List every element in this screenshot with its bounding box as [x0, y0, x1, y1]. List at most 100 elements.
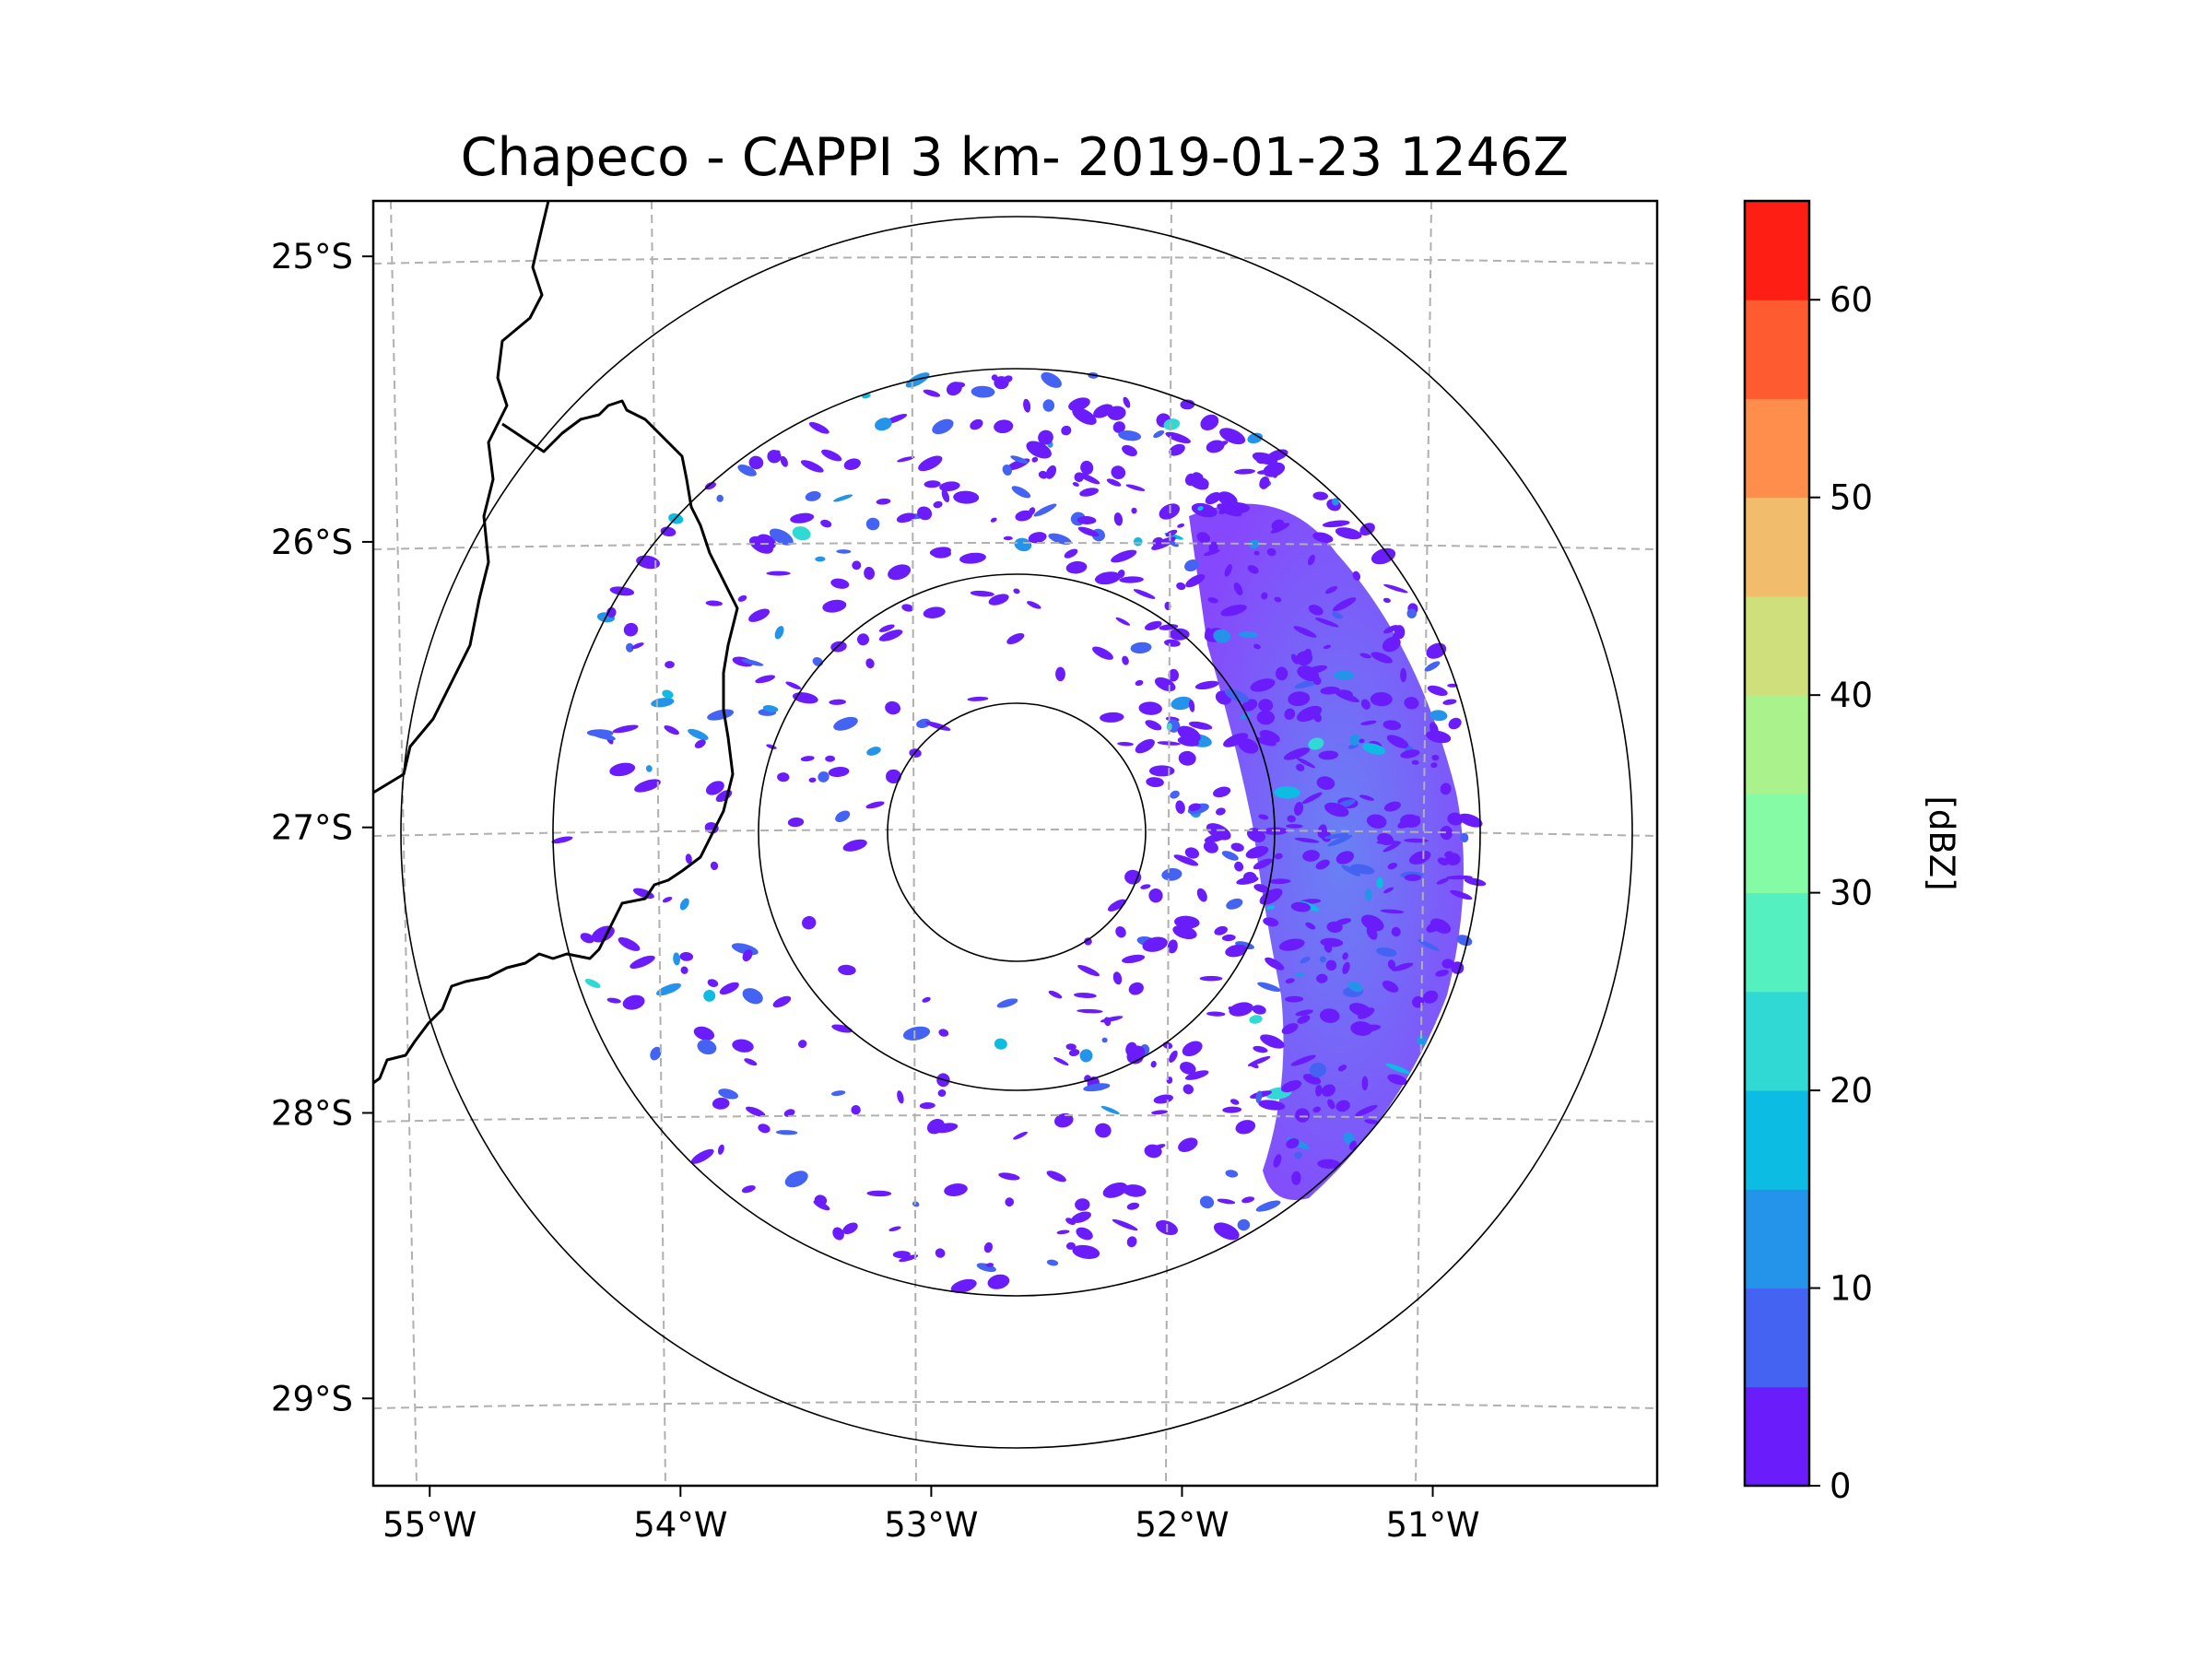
echo-cell: [1033, 503, 1057, 517]
echo-cell: [805, 490, 821, 501]
echo-cell: [1188, 721, 1213, 730]
echo-cell: [1370, 691, 1393, 707]
echo-cell: [1359, 738, 1365, 744]
echo-cell: [1324, 802, 1349, 818]
echo-cell: [1317, 1159, 1341, 1170]
echo-cell: [742, 949, 753, 962]
echo-cell: [1240, 712, 1251, 720]
echo-cell: [629, 955, 655, 969]
echo-cell: [865, 517, 880, 531]
echo-cell: [1126, 1202, 1140, 1210]
echo-cell: [1318, 750, 1339, 760]
echo-cell: [755, 675, 776, 684]
echo-cell: [1252, 452, 1278, 465]
echo-cell: [892, 1251, 911, 1259]
echo-cell: [1387, 959, 1396, 970]
political-borders: [373, 201, 739, 1085]
echo-cell: [1173, 854, 1199, 866]
echo-cell: [785, 681, 802, 690]
echo-cell: [1182, 1084, 1194, 1095]
echo-cell: [994, 376, 1009, 390]
echo-cell: [1189, 477, 1209, 490]
echo-cell: [1296, 763, 1305, 771]
echo-cell: [1072, 482, 1079, 487]
echo-cell: [1382, 597, 1391, 604]
echo-cell: [1042, 399, 1055, 412]
echo-cell: [1445, 853, 1461, 865]
echo-cell: [685, 853, 692, 865]
echo-cell: [772, 995, 792, 1008]
echo-cell: [1234, 468, 1255, 475]
echo-cell: [1275, 666, 1288, 681]
echo-cell: [1426, 922, 1441, 933]
echo-cell: [875, 418, 892, 431]
echo-cell: [1342, 961, 1350, 974]
echo-cell: [1079, 488, 1100, 497]
echo-cell: [1307, 554, 1315, 566]
echo-cell: [673, 952, 681, 966]
echo-cell: [800, 460, 824, 473]
echo-cell: [1350, 1021, 1373, 1036]
echo-cell: [1360, 699, 1371, 710]
echo-cell: [1400, 667, 1407, 683]
echo-cell: [746, 1106, 766, 1117]
echo-cell: [994, 1038, 1007, 1050]
echo-cell: [1100, 1016, 1124, 1023]
echo-cell: [1383, 801, 1401, 812]
echo-cell: [1238, 737, 1259, 754]
echo-cell: [1161, 867, 1182, 881]
echo-cell: [618, 936, 641, 951]
echo-cell: [777, 772, 790, 782]
echo-cell: [1314, 618, 1339, 628]
echo-cell: [1386, 735, 1409, 749]
echo-cell: [1224, 688, 1250, 703]
echo-cell: [1287, 815, 1296, 823]
echo-cell: [1447, 683, 1458, 688]
echo-cell: [1169, 1050, 1178, 1064]
echo-cell: [1169, 628, 1190, 641]
echo-cell: [1341, 865, 1361, 877]
echo-cell: [1010, 455, 1029, 465]
echo-cell: [758, 1124, 771, 1134]
echo-cell: [688, 728, 709, 740]
echo-cell: [1197, 506, 1204, 512]
echo-cell: [1100, 712, 1124, 723]
echo-cell: [843, 458, 861, 470]
echo-cell: [1348, 1003, 1371, 1017]
echo-cell: [1296, 705, 1323, 722]
echo-cell: [1011, 486, 1031, 499]
echo-cell: [1126, 872, 1138, 880]
echo-cell: [719, 982, 739, 995]
echo-cell: [938, 1029, 949, 1037]
echo-cell: [1133, 589, 1156, 599]
echo-cell: [1447, 812, 1464, 826]
echo-cell: [1404, 874, 1421, 881]
echo-cell: [645, 765, 653, 772]
echo-cell: [697, 1039, 717, 1055]
echo-cell: [1266, 547, 1277, 557]
echo-cell: [680, 966, 688, 974]
echo-cell: [1253, 858, 1273, 870]
echo-cell: [916, 718, 931, 728]
echo-cell: [929, 547, 952, 557]
border-parana-santa-catarina: [373, 399, 739, 1085]
echo-cell: [885, 700, 901, 715]
echo-cell: [1241, 1196, 1255, 1204]
echo-cell: [1151, 1110, 1169, 1115]
echo-cell: [1397, 816, 1420, 829]
echo-cell: [1068, 1049, 1080, 1057]
echo-cell: [1128, 982, 1144, 995]
echo-cell: [1335, 690, 1359, 703]
echo-cell: [1247, 828, 1265, 842]
echo-cell: [1005, 1197, 1015, 1207]
echo-cell: [1247, 1055, 1271, 1066]
echo-cell: [1153, 429, 1165, 439]
echo-cell: [1080, 460, 1094, 476]
echo-cell: [1227, 1229, 1235, 1240]
echo-cell: [818, 771, 830, 782]
echo-cell: [1274, 596, 1282, 603]
gridline-lat-28: [373, 1114, 1657, 1123]
echo-cell: [1106, 478, 1122, 487]
echo-cell: [1286, 824, 1303, 829]
echo-cell: [1065, 560, 1088, 574]
